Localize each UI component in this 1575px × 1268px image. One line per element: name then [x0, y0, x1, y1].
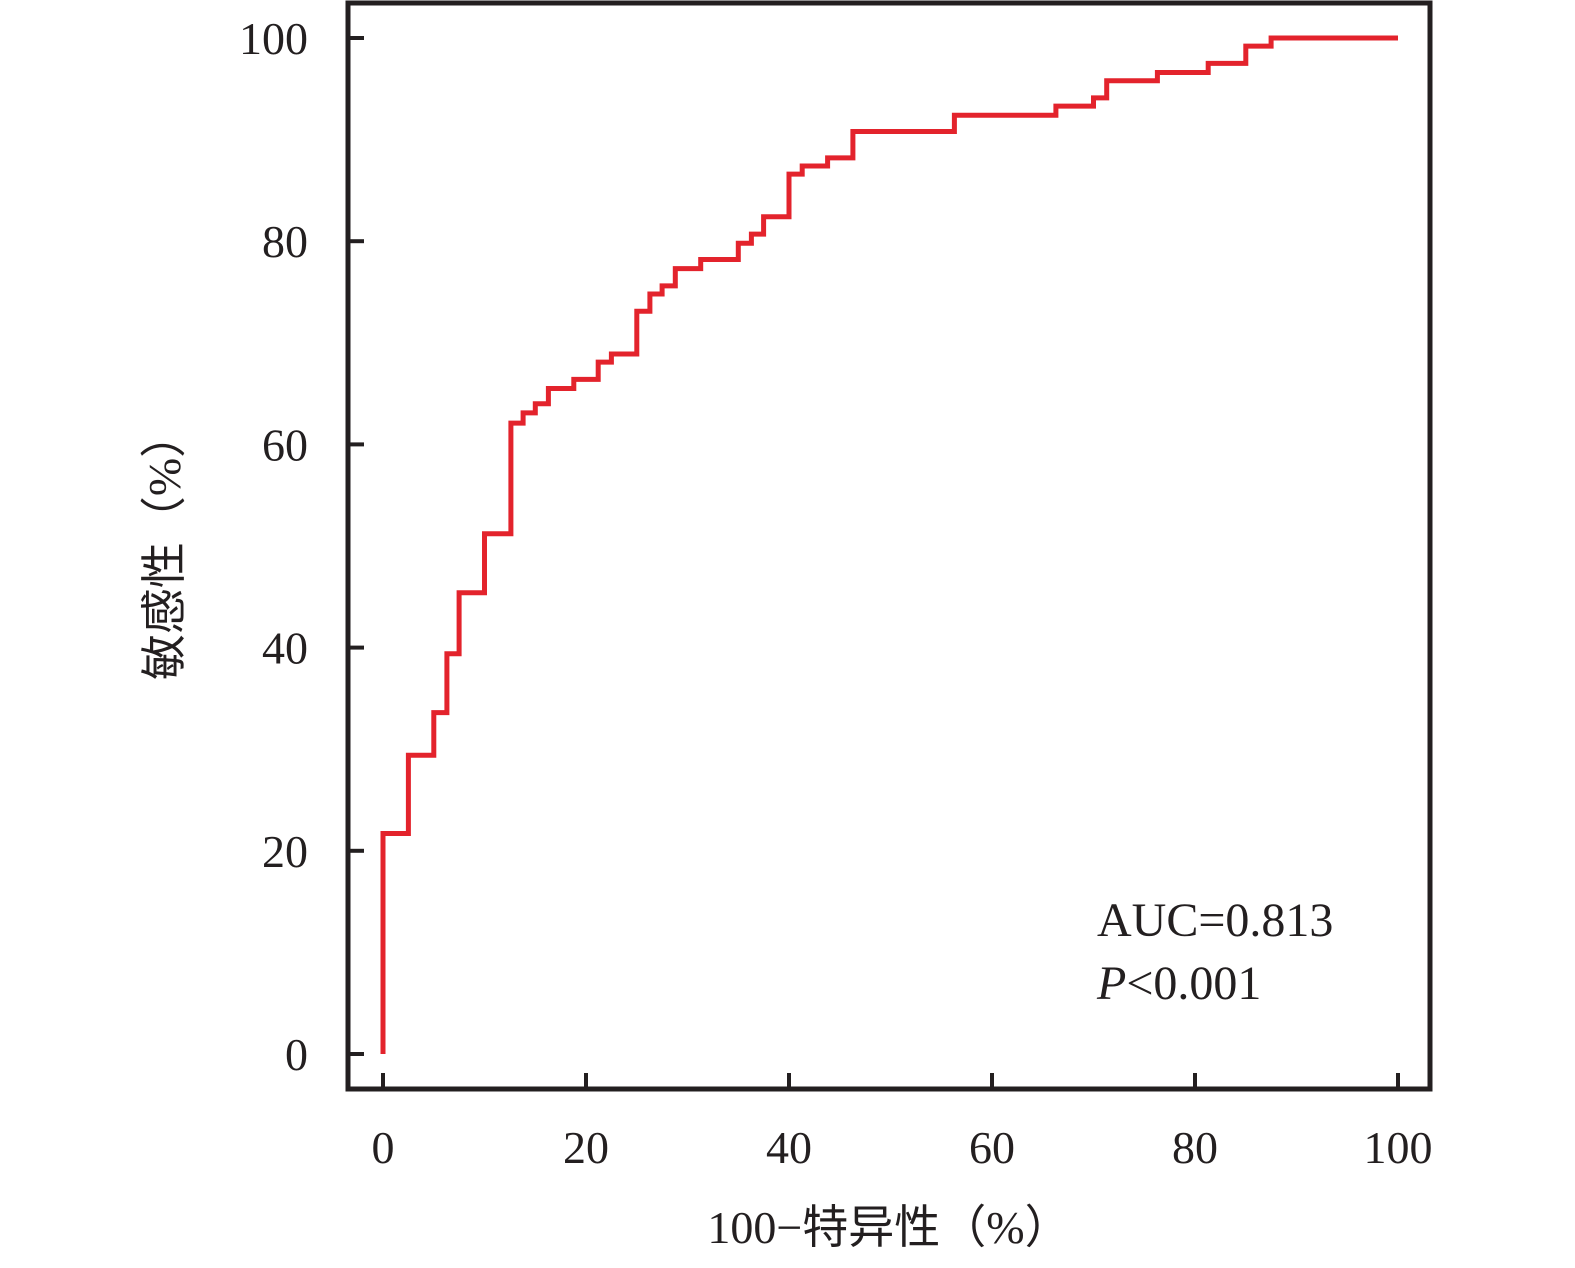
y-tick-label: 40: [262, 623, 308, 674]
x-tick-label: 80: [1172, 1122, 1218, 1173]
axis-ticks: [348, 36, 1400, 1089]
y-axis-title: 敏感性（%）: [139, 412, 190, 680]
x-axis-title: 100−特异性（%）: [707, 1202, 1070, 1253]
x-tick-label: 0: [372, 1122, 395, 1173]
p-value: <0.001: [1126, 957, 1261, 1010]
y-tick-label: 0: [285, 1029, 308, 1080]
roc-curve-line: [380, 35, 1398, 1054]
stats-annotation: AUC=0.813 P<0.001: [1096, 894, 1333, 1010]
x-tick-label: 20: [563, 1122, 609, 1173]
y-tick-label: 80: [262, 216, 308, 267]
y-tick-label: 60: [262, 419, 308, 470]
plot-frame: [345, 0, 1433, 1092]
auc-text: AUC=0.813: [1097, 894, 1333, 947]
y-tick-label: 20: [262, 826, 308, 877]
p-symbol: P: [1096, 957, 1126, 1010]
x-tick-label: 40: [766, 1122, 812, 1173]
p-value-text: P<0.001: [1096, 957, 1261, 1010]
y-tick-label: 100: [239, 13, 308, 64]
x-tick-label: 100: [1364, 1122, 1433, 1173]
x-tick-label: 60: [969, 1122, 1015, 1173]
plot-border: [345, 0, 1433, 1092]
axis-tick-labels: 0 20 40 60 80 100 0 20 40 60 80 100: [239, 13, 1433, 1173]
